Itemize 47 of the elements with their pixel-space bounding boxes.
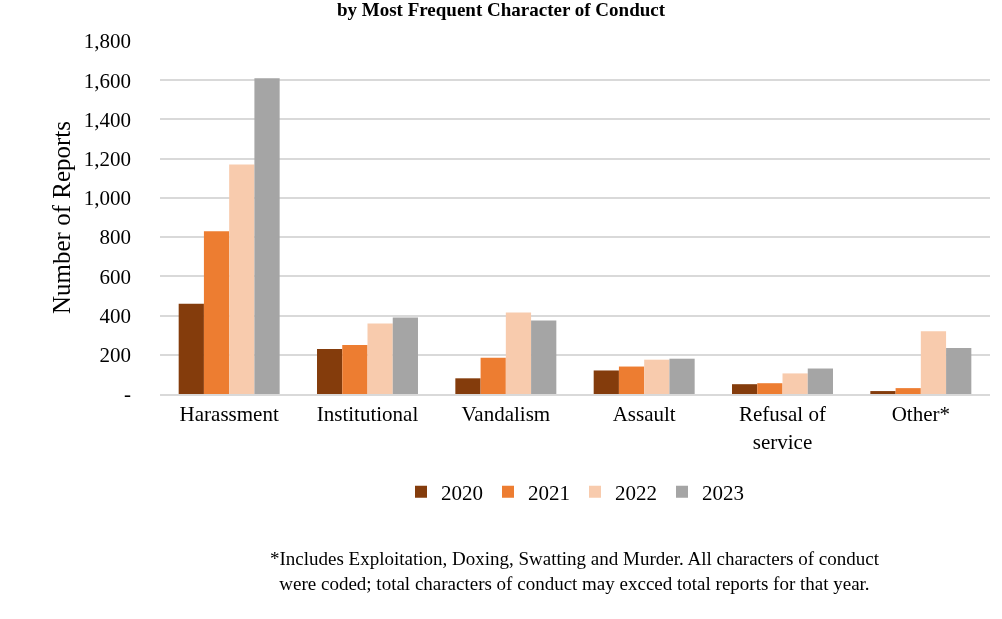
y-tick-label: 1,600 xyxy=(83,68,131,93)
bar xyxy=(920,331,947,394)
x-tick-label: Vandalism xyxy=(461,402,551,427)
bar xyxy=(870,391,896,394)
legend-label: 2023 xyxy=(702,481,744,505)
legend-label: 2022 xyxy=(615,481,657,505)
bar xyxy=(392,317,418,394)
bar xyxy=(732,384,758,394)
x-tick-label: Refusal of service xyxy=(739,402,826,454)
legend-label: 2020 xyxy=(441,481,483,505)
x-tick-label: Institutional xyxy=(316,402,419,427)
bar xyxy=(317,348,343,394)
y-tick-label: 200 xyxy=(99,343,131,368)
y-tick-label: - xyxy=(124,382,131,407)
y-axis-title: Number of Reports xyxy=(47,120,75,315)
bar xyxy=(669,358,695,394)
y-tick-label: 1,200 xyxy=(83,147,131,172)
bar xyxy=(455,378,481,394)
bar xyxy=(782,373,808,394)
y-tick-label: 1,800 xyxy=(83,29,131,54)
bar xyxy=(946,347,972,394)
bar xyxy=(480,357,506,394)
bar xyxy=(757,383,783,394)
bar xyxy=(178,303,204,394)
bar xyxy=(593,370,619,394)
chart-title: by Most Frequent Character of Conduct xyxy=(336,0,666,21)
y-tick-label: 800 xyxy=(99,225,131,250)
bar xyxy=(895,388,921,394)
bar xyxy=(644,359,670,394)
bar xyxy=(342,344,368,394)
bar xyxy=(203,231,230,394)
bar xyxy=(505,312,532,394)
legend-label: 2021 xyxy=(528,481,570,505)
bar xyxy=(367,323,393,394)
bar xyxy=(254,78,280,394)
x-tick-label: Other* xyxy=(891,402,950,427)
bar xyxy=(618,366,645,394)
bar xyxy=(807,368,833,394)
y-tick-label: 1,000 xyxy=(83,186,131,211)
y-tick-label: 600 xyxy=(99,264,131,289)
bar xyxy=(229,164,255,394)
bar xyxy=(531,320,557,394)
y-tick-label: 1,400 xyxy=(83,107,131,132)
x-tick-label: Assault xyxy=(612,402,676,427)
text: *Includes Exploitation, Doxing, Swatting and Murder. All characters of conduct were coded; total characters of conduct may excced total reports for that year. xyxy=(270,548,880,594)
y-tick-label: 400 xyxy=(99,303,131,328)
x-tick-label: Harassment xyxy=(179,402,279,427)
